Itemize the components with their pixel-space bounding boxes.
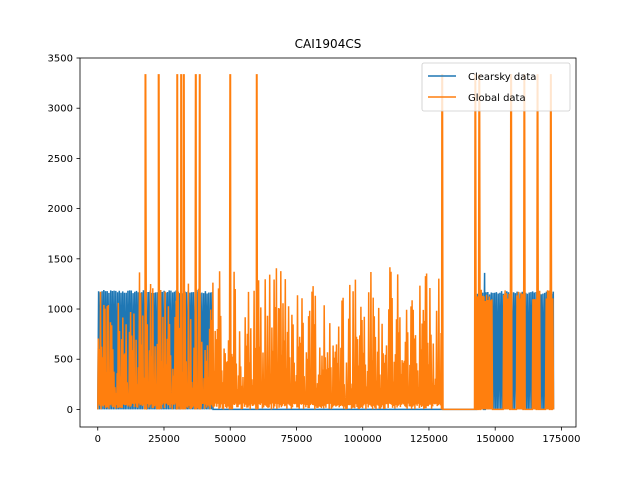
series-line-global bbox=[97, 74, 555, 411]
legend: Clearsky data Global data bbox=[421, 62, 571, 112]
y-tick-label: 1500 bbox=[48, 254, 73, 265]
plot-area bbox=[97, 74, 555, 411]
x-tick-label: 100000 bbox=[344, 434, 382, 445]
axes: 0 25000 50000 75000 100000 125000 150000 175000… bbox=[48, 54, 581, 446]
axes-frame bbox=[79, 57, 577, 428]
x-tick-label: 0 bbox=[95, 434, 101, 445]
y-tick-label: 2500 bbox=[48, 154, 73, 165]
y-tick-label: 1000 bbox=[48, 305, 73, 316]
y-tick-label: 3000 bbox=[48, 104, 73, 115]
y-tick-label: 500 bbox=[54, 355, 73, 366]
legend-label: Clearsky data bbox=[468, 72, 536, 83]
chart-title: CAI1904CS bbox=[295, 37, 362, 51]
x-tick-label: 125000 bbox=[410, 434, 448, 445]
legend-label: Global data bbox=[468, 93, 526, 104]
x-tick-label: 150000 bbox=[476, 434, 514, 445]
y-tick-label: 0 bbox=[67, 405, 73, 416]
x-tick-label: 75000 bbox=[281, 434, 313, 445]
legend-box bbox=[421, 62, 571, 112]
y-tick-label: 2000 bbox=[48, 204, 73, 215]
x-tick-label: 25000 bbox=[148, 434, 180, 445]
y-tick-label: 3500 bbox=[48, 54, 73, 65]
x-tick-label: 50000 bbox=[214, 434, 246, 445]
x-tick-label: 175000 bbox=[542, 434, 580, 445]
